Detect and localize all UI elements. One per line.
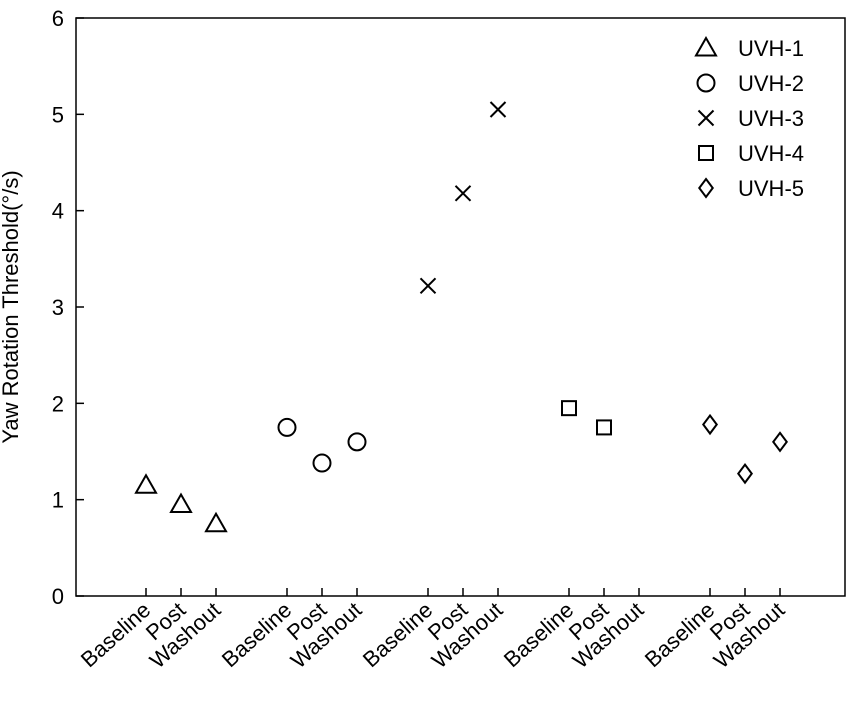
data-point-uvh-5 [772,431,788,453]
y-tick-label: 3 [52,295,64,320]
y-tick-label: 1 [52,488,64,513]
x-tick-label: Baseline [217,597,296,672]
data-markers [134,101,788,533]
legend: UVH-1 UVH-2 UVH-3 UVH-4 UVH-5 [694,35,804,201]
y-tick-label: 4 [52,199,64,224]
x-tick-label: Baseline [358,597,437,672]
x-tick-label: Baseline [640,597,719,672]
plot-frame [75,17,846,597]
data-point-uvh-2 [277,417,297,437]
x-axis-ticks: BaselinePostWashoutBaselinePostWashoutBa… [76,588,789,673]
legend-label: UVH-3 [738,106,804,131]
y-tick-label: 6 [52,6,64,31]
data-point-uvh-3 [489,101,507,118]
x-tick-label: Baseline [499,597,578,672]
legend-marker-uvh-4 [698,145,714,161]
data-point-uvh-5 [702,413,718,436]
legend-marker-uvh-1 [694,35,718,57]
legend-label: UVH-2 [738,71,804,96]
data-point-uvh-2 [347,432,367,452]
legend-label: UVH-5 [738,176,804,201]
data-point-uvh-1 [134,473,158,494]
data-point-uvh-4 [561,400,577,417]
legend-marker-uvh-3 [697,109,715,127]
legend-label: UVH-4 [738,141,804,166]
legend-label: UVH-1 [738,36,804,61]
data-point-uvh-4 [596,419,612,436]
legend-marker-uvh-5 [698,177,714,199]
data-point-uvh-2 [312,453,332,473]
data-point-uvh-3 [419,277,437,295]
data-point-uvh-5 [737,462,753,485]
y-tick-label: 5 [52,102,64,127]
y-axis-ticks: 0 1 2 3 4 5 6 [52,6,84,609]
data-point-uvh-3 [454,185,472,202]
data-point-uvh-1 [169,492,193,513]
y-tick-label: 2 [52,391,64,416]
y-axis-label: Yaw Rotation Threshold(°/s) [0,170,23,443]
legend-marker-uvh-2 [696,73,716,93]
x-tick-label: Baseline [76,597,155,672]
data-point-uvh-1 [204,511,228,533]
y-tick-label: 0 [52,584,64,609]
